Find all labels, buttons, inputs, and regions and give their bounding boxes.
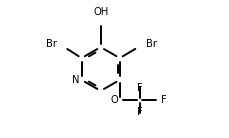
Text: N: N bbox=[71, 75, 79, 85]
Text: F: F bbox=[160, 95, 166, 105]
Text: Br: Br bbox=[45, 39, 56, 49]
Text: OH: OH bbox=[93, 7, 108, 17]
Text: Br: Br bbox=[146, 39, 157, 49]
Text: O: O bbox=[110, 95, 118, 105]
Text: F: F bbox=[136, 83, 142, 93]
Text: F: F bbox=[136, 108, 142, 117]
